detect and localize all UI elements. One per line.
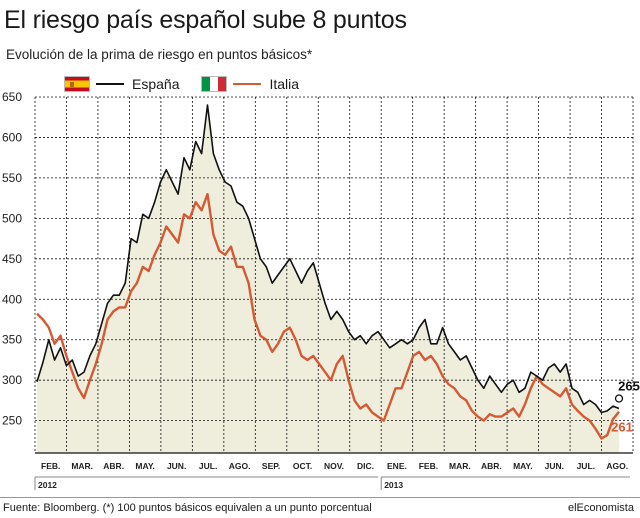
- x-tick-label-3: MAY.: [135, 461, 155, 471]
- y-tick-label-550: 550: [2, 171, 22, 185]
- x-tick-label-2: ABR.: [103, 461, 124, 471]
- source-note: Fuente: Bloomberg. (*) 100 puntos básico…: [3, 502, 372, 514]
- y-tick-label-350: 350: [2, 333, 22, 347]
- legend-item-italy: Italia: [201, 76, 299, 92]
- x-tick-label-7: SEP.: [262, 461, 280, 471]
- legend-swatch-spain: [96, 83, 124, 85]
- legend-swatch-italy: [233, 83, 262, 85]
- x-tick-label-9: NOV.: [324, 461, 344, 471]
- y-tick-label-600: 600: [2, 130, 22, 144]
- x-tick-label-11: ENE.: [387, 461, 407, 471]
- x-tick-label-13: MAR.: [449, 461, 471, 471]
- legend-label-spain: España: [132, 76, 180, 92]
- y-tick-label-650: 650: [2, 90, 22, 104]
- y-tick-label-500: 500: [2, 211, 22, 225]
- end-marker-spain: [614, 394, 624, 403]
- x-tick-label-12: FEB.: [419, 461, 438, 471]
- y-tick-label-300: 300: [2, 373, 22, 387]
- chart-subtitle: Evolución de la prima de riesgo en punto…: [6, 47, 313, 62]
- x-tick-label-5: JUL.: [199, 461, 217, 471]
- y-tick-label-400: 400: [2, 292, 22, 306]
- chart-title: El riesgo país español sube 8 puntos: [4, 6, 407, 34]
- x-tick-label-15: MAY.: [513, 461, 533, 471]
- x-tick-label-0: FEB.: [41, 461, 60, 471]
- legend-label-italy: Italia: [269, 76, 300, 92]
- italy-flag-icon: [201, 76, 228, 92]
- x-tick-label-14: ABR.: [481, 461, 502, 471]
- x-tick-label-4: JUN.: [167, 461, 186, 471]
- series-line-spain: [36, 104, 620, 414]
- end-label-italy: 261: [611, 420, 633, 435]
- x-tick-label-17: JUL.: [577, 461, 595, 471]
- year-label-2013: 2013: [384, 480, 403, 490]
- footer: Fuente: Bloomberg. (*) 100 puntos básico…: [0, 497, 640, 518]
- end-label-spain: 265: [618, 379, 640, 394]
- line-chart: 250 300 350 400 450 500 550 600 650 FEB. MAR. ABR. M…: [2, 90, 640, 490]
- y-tick-label-250: 250: [2, 414, 22, 428]
- x-tick-label-16: JUN.: [545, 461, 564, 471]
- x-tick-label-8: OCT.: [293, 461, 312, 471]
- x-tick-label-18: AGO.: [606, 461, 628, 471]
- brand-label: elEconomista: [567, 502, 634, 514]
- legend: España Italia: [64, 74, 321, 94]
- x-tick-label-10: DIC.: [357, 461, 374, 471]
- spain-flag-icon: [64, 76, 90, 92]
- area-fill-spain: [37, 105, 619, 453]
- series-line-italy: [36, 192, 620, 440]
- year-label-2012: 2012: [38, 480, 57, 490]
- legend-item-spain: España: [64, 76, 179, 92]
- x-tick-label-1: MAR.: [71, 461, 93, 471]
- y-tick-label-450: 450: [2, 252, 22, 266]
- x-tick-label-6: AGO.: [229, 461, 251, 471]
